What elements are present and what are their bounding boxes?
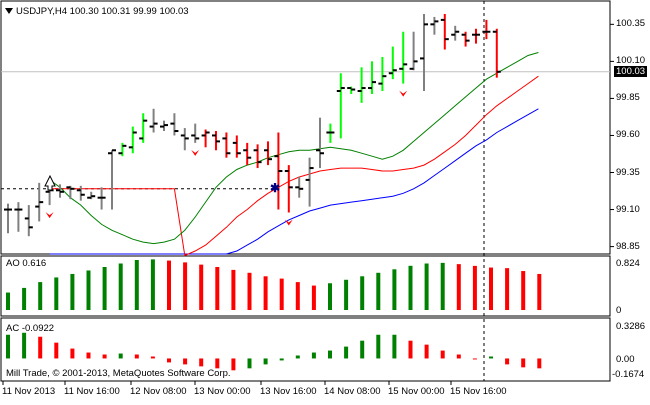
time-axis-label: 14 Nov 08:00 <box>324 386 381 397</box>
current-price-tag: 100.03 <box>614 66 648 77</box>
price-axis-label: 99.10 <box>616 203 640 215</box>
ma-slow-line <box>49 108 539 255</box>
price-axis-label: 98.85 <box>616 240 640 252</box>
ac-axis-label-zero: 0.00 <box>616 354 635 365</box>
fractal-down-icon <box>399 90 408 97</box>
fractal-down-icon <box>191 149 200 156</box>
fractal-down-icon <box>45 212 54 219</box>
time-axis-label: 11 Nov 2013 <box>2 386 56 397</box>
time-axis-label: 12 Nov 08:00 <box>130 386 187 397</box>
ao-axis-label-zero: 0 <box>616 305 622 316</box>
price-axis-label: 99.35 <box>616 166 640 178</box>
copyright-text: Mill Trade, © 2001-2013, MetaQuotes Soft… <box>6 368 231 379</box>
ao-axis-label-max: 0.824 <box>616 258 640 269</box>
price-axis-label: 99.60 <box>616 129 640 141</box>
ma-mid-line <box>49 75 539 257</box>
symbol-info: USDJPY,H4 100.30 100.31 99.99 100.03 <box>16 6 189 17</box>
price-axis-label: 100.35 <box>616 18 646 30</box>
time-axis-label: 13 Nov 16:00 <box>260 386 317 397</box>
time-axis-label: 11 Nov 16:00 <box>64 386 120 397</box>
ac-panel-title: AC -0.0922 <box>6 323 55 334</box>
panel-frame-2 <box>0 317 611 382</box>
ao-panel-title: AO 0.616 <box>6 258 47 269</box>
crosshair-x-marker: ✱ <box>270 181 280 195</box>
up-arrow-icon <box>44 174 56 191</box>
triangle-down-icon[interactable] <box>5 8 13 14</box>
ac-axis-label-min: -0.1674 <box>612 369 645 380</box>
panel-frame-1 <box>0 255 611 317</box>
panel-frame-0 <box>0 0 611 255</box>
time-axis-label: 15 Nov 16:00 <box>450 386 507 397</box>
price-axis-label: 100.10 <box>616 55 646 67</box>
time-axis-label: 15 Nov 00:00 <box>388 386 445 397</box>
fractal-down-icon <box>284 219 293 226</box>
price-axis-label: 99.85 <box>616 92 640 104</box>
ac-axis-label-max: 0.3286 <box>616 321 646 332</box>
ma-fast-line <box>49 52 539 245</box>
time-axis-label: 13 Nov 00:00 <box>194 386 251 397</box>
